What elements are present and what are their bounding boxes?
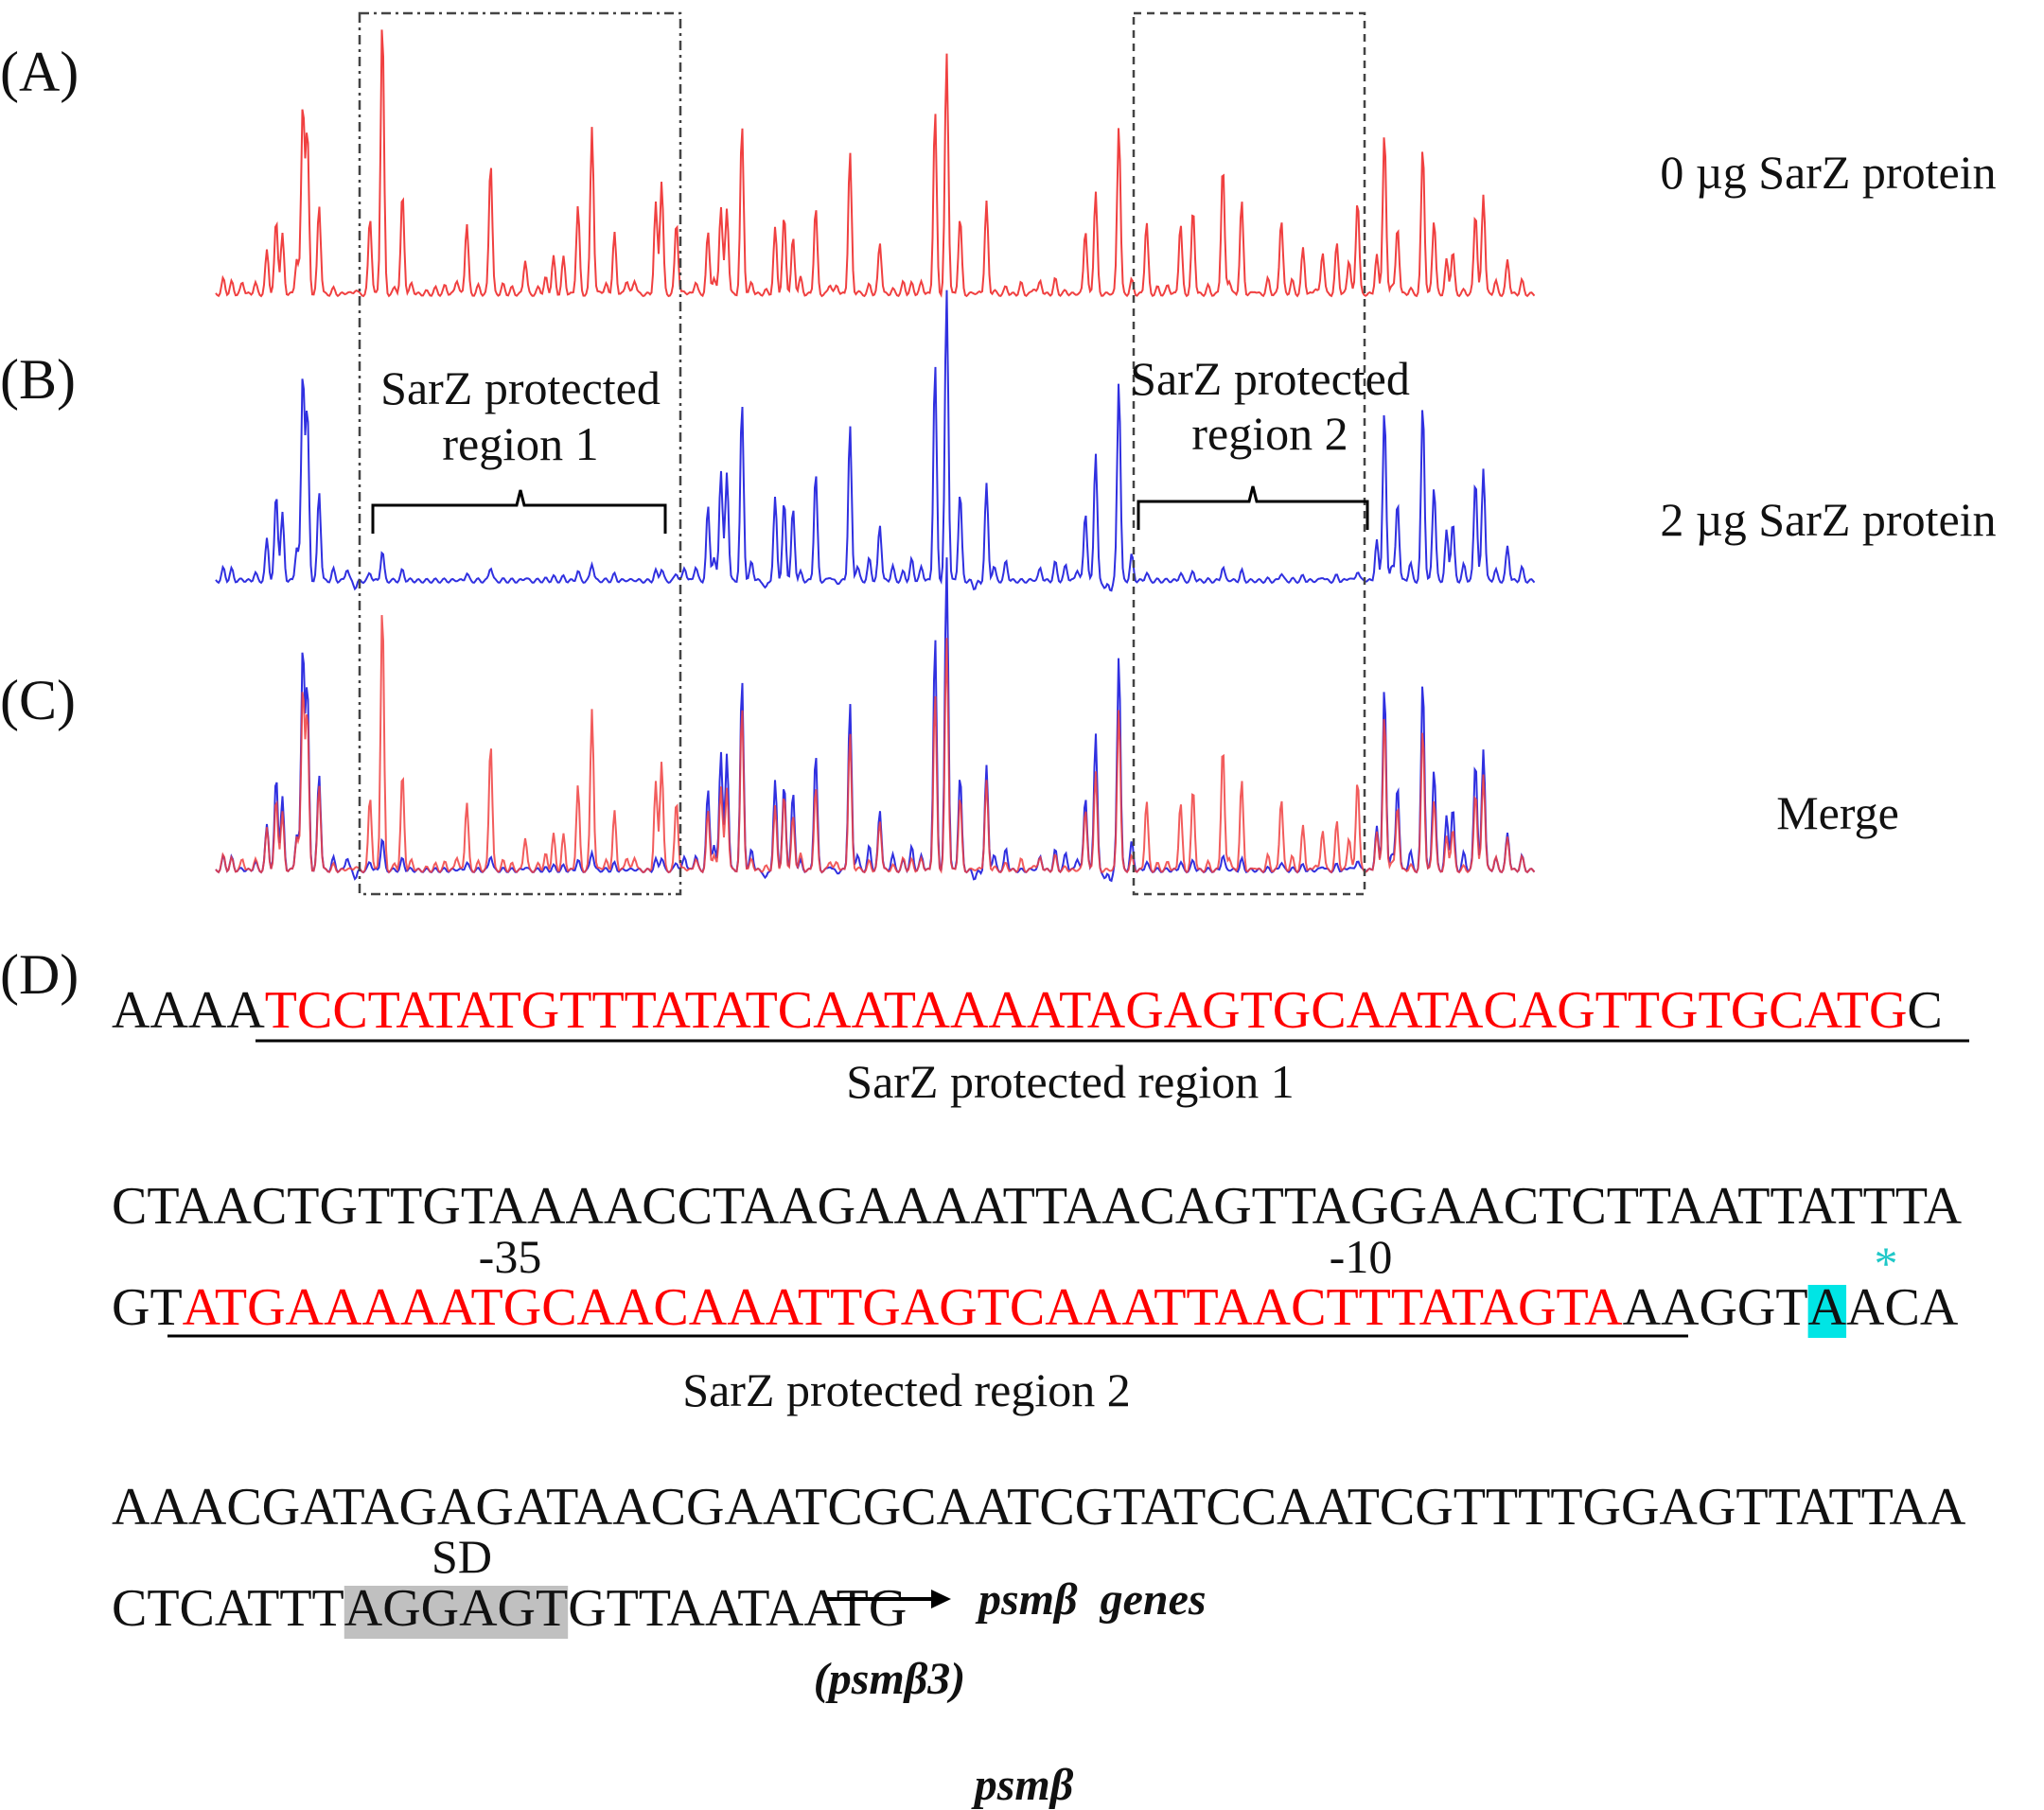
sequence-text: TCCTATATGTTTATATCAATAAAATAGAGTGCAATACAGT… (265, 981, 1908, 1040)
caption: Merge (1776, 786, 1899, 839)
trace (215, 29, 1536, 298)
sequence-text: CTCATTT (112, 1579, 344, 1638)
sequence-text: AAAA (112, 981, 265, 1040)
trace (215, 615, 1536, 874)
sequence-text: ATGAAAAATGCAACAAATTGAGTCAAATTAACTTTATAGT… (183, 1278, 1624, 1337)
gene-label: psmβ genes (975, 1574, 1207, 1625)
sequence-text: ATG (803, 1579, 907, 1638)
region-label: region 2 (1191, 407, 1348, 460)
highlight (1807, 1285, 1847, 1338)
trace (215, 557, 1536, 883)
region-label: SarZ protected (1130, 352, 1410, 405)
panel-label: (C) (0, 669, 76, 731)
caption: 2 µg SarZ protein (1660, 493, 1996, 546)
tss-mark: * (1875, 1237, 1898, 1290)
brace (371, 489, 667, 534)
panel-label: (A) (0, 41, 79, 103)
sequence-text: GT (112, 1278, 183, 1337)
sequence-text: AAACGATAGAGATAACGAATCGCAATCGTATCCAATCGTT… (112, 1478, 1966, 1537)
dashed-box (358, 11, 682, 896)
sequence-text: A (1808, 1278, 1847, 1337)
sequence-text: GTTAATA (568, 1579, 804, 1638)
highlight (344, 1586, 569, 1639)
caption: 0 µg SarZ protein (1660, 146, 1996, 199)
region-label: SarZ protected region 2 (682, 1363, 1130, 1416)
promoter-label: -35 (479, 1230, 542, 1283)
sd-label: SD (432, 1530, 492, 1583)
panel-label: (B) (0, 348, 76, 411)
region-label: SarZ protected (380, 361, 661, 414)
region-label: SarZ protected region 1 (846, 1055, 1294, 1108)
traces (215, 29, 1536, 883)
sequence-text: ACA (1846, 1278, 1959, 1337)
panel-label: (D) (0, 943, 79, 1006)
promoter-label: -10 (1330, 1230, 1393, 1283)
arrow-head (931, 1590, 951, 1608)
gene-label: psmβ (971, 1760, 1074, 1810)
sequence: AAAA TCCTATATGTTTATATCAATAAAATAGAGTGCAATA… (112, 981, 1966, 1639)
region-label: region 1 (442, 417, 598, 470)
sequence-text: AGGAGT (344, 1579, 568, 1638)
sequence-text: AAGGT (1623, 1278, 1808, 1337)
sequence-text: C (1907, 981, 1942, 1040)
trace (215, 290, 1536, 592)
sequence-text: CTAACTGTTGTAAAACCTAAGAAAATTAACAGTTAGGAAC… (112, 1177, 1963, 1236)
brace (1137, 485, 1369, 530)
gene-label: (psmβ3) (814, 1654, 966, 1704)
